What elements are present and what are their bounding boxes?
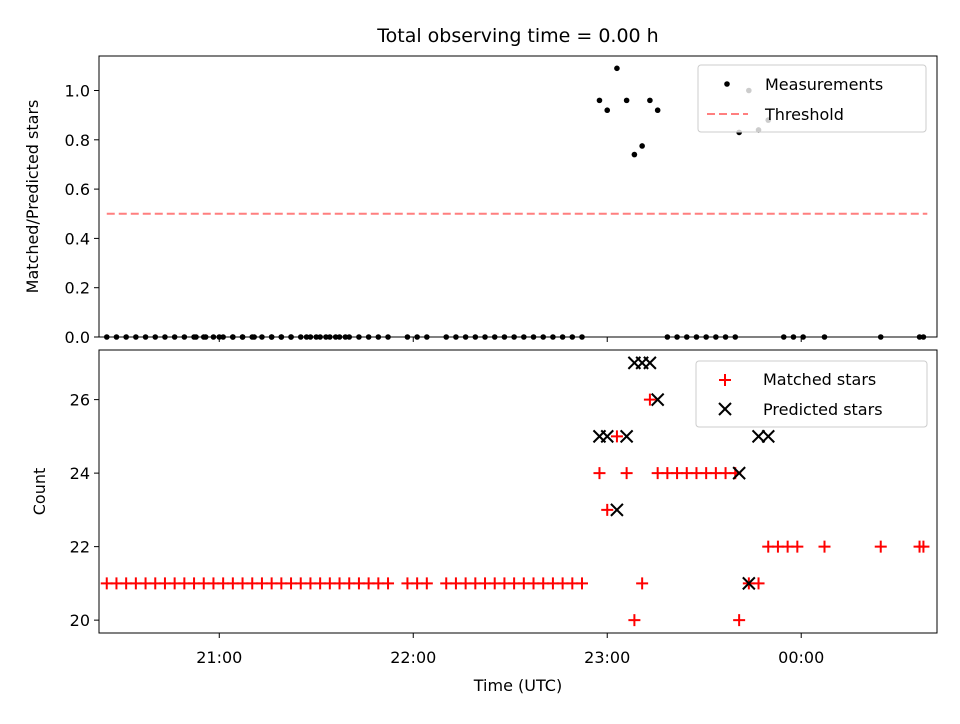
legend-marker-matched [719, 374, 731, 386]
x-tick-label: 22:00 [390, 648, 436, 667]
matched-star-point [610, 430, 623, 443]
y-tick-label: 22 [70, 538, 90, 557]
matched-star-point [576, 577, 589, 590]
predicted-star-point [742, 576, 756, 591]
legend-marker-predicted [718, 402, 732, 416]
matched-star-point [620, 467, 633, 480]
bottom-legend: Matched stars Predicted stars [695, 360, 928, 428]
measurement-point [647, 97, 653, 104]
predicted-star-point [619, 429, 634, 444]
measurement-point [639, 143, 645, 149]
bottom-axes-frame [98, 349, 938, 634]
predicted-star-point [751, 429, 766, 444]
top-y-axis-label: Matched/Predicted stars [23, 100, 42, 294]
measurement-point [604, 107, 611, 114]
bottom-series-layer [100, 356, 930, 627]
y-tick-label: 26 [70, 391, 90, 410]
top-panel: Total observing time = 0.00 h Matched/Pr… [23, 25, 938, 347]
y-tick-label: 0.4 [65, 229, 90, 248]
predicted-star-point [643, 356, 657, 370]
predicted-star-point [600, 429, 614, 444]
matched-star-point [420, 577, 433, 590]
measurement-point [596, 97, 603, 104]
matched-star-point [917, 540, 930, 553]
matched-star-point [874, 540, 887, 553]
matched-star-point [382, 577, 395, 590]
bottom-x-axis-label: Time (UTC) [473, 676, 562, 695]
y-tick-label: 24 [70, 464, 90, 483]
y-tick-label: 0.0 [65, 328, 90, 347]
y-tick-label: 0.8 [65, 131, 90, 150]
matched-star-point [733, 614, 746, 627]
y-tick-label: 20 [70, 611, 90, 630]
legend-marker-measurements [724, 81, 730, 87]
matched-star-point [752, 577, 765, 590]
top-chart-title: Total observing time = 0.00 h [376, 25, 658, 47]
predicted-star-point [650, 392, 665, 407]
x-tick-label: 23:00 [584, 648, 630, 667]
y-tick-label: 0.2 [65, 279, 90, 298]
matched-star-point [628, 614, 641, 627]
measurement-point [623, 97, 630, 104]
x-tick-label: 21:00 [196, 648, 242, 667]
top-legend: Measurements Threshold [697, 64, 927, 133]
top-legend-box [697, 64, 927, 133]
bottom-ticks: 2022242621:0022:0023:0000:0001:0002:0003… [70, 391, 825, 667]
matched-star-point [636, 577, 649, 590]
series-clip-group [100, 356, 930, 627]
top-axes-frame [98, 55, 938, 338]
matched-star-point [791, 540, 804, 553]
legend-label-measurements: Measurements [765, 75, 883, 94]
predicted-star-point [610, 503, 624, 517]
legend-label-predicted: Predicted stars [763, 400, 883, 419]
predicted-star-point [761, 429, 775, 444]
matched-star-point [818, 540, 831, 553]
bottom-legend-box [695, 360, 928, 428]
x-tick-label: 00:00 [778, 648, 824, 667]
matched-star-point [593, 467, 606, 480]
predicted-star-point [732, 466, 746, 480]
matched-star-point [601, 503, 614, 516]
y-tick-label: 0.6 [65, 180, 90, 199]
bottom-y-axis-label: Count [30, 468, 49, 516]
legend-label-threshold: Threshold [764, 105, 844, 124]
measurement-point [654, 107, 661, 114]
matched-star-point [643, 393, 656, 406]
bottom-panel: Count Time (UTC) 20 22 24 26 21:00 22:00 23:00… [30, 349, 938, 695]
measurement-point [631, 151, 638, 158]
measurement-point [614, 65, 620, 72]
legend-label-matched: Matched stars [763, 370, 876, 389]
y-tick-label: 1.0 [65, 82, 90, 101]
